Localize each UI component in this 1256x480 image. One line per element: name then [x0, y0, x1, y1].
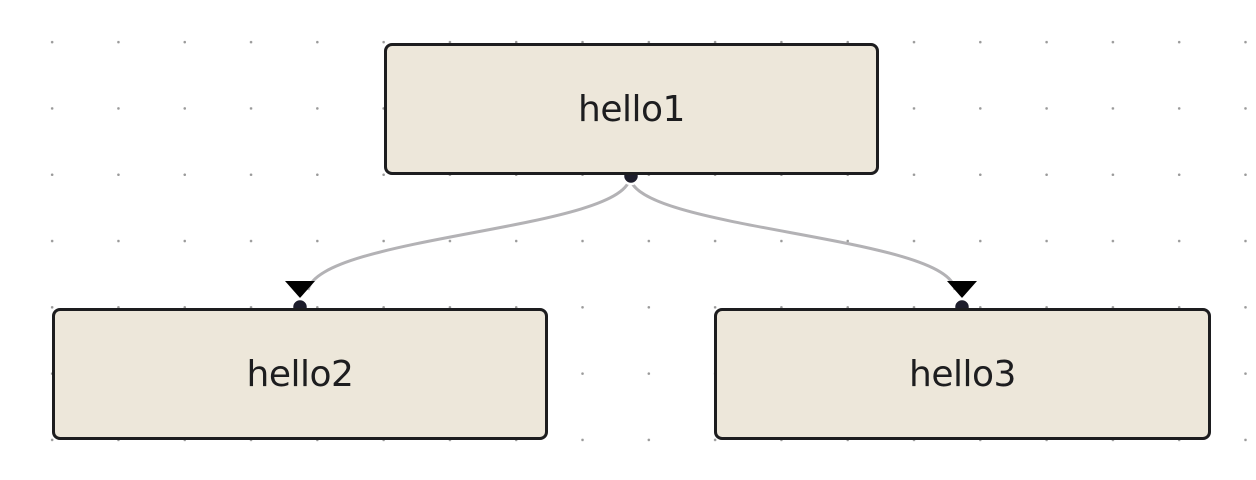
node-label: hello3: [909, 353, 1016, 395]
node-label: hello2: [246, 353, 354, 395]
node-hello1[interactable]: hello1: [384, 43, 879, 175]
node-hello3[interactable]: hello3: [714, 308, 1211, 440]
edge-hello1-hello3[interactable]: [628, 175, 957, 291]
node-label: hello1: [578, 88, 685, 130]
edge-hello1-hello2[interactable]: [306, 175, 632, 291]
node-hello2[interactable]: hello2: [52, 308, 548, 440]
arrow-down-icon: [285, 281, 315, 298]
arrow-down-icon: [947, 281, 977, 298]
